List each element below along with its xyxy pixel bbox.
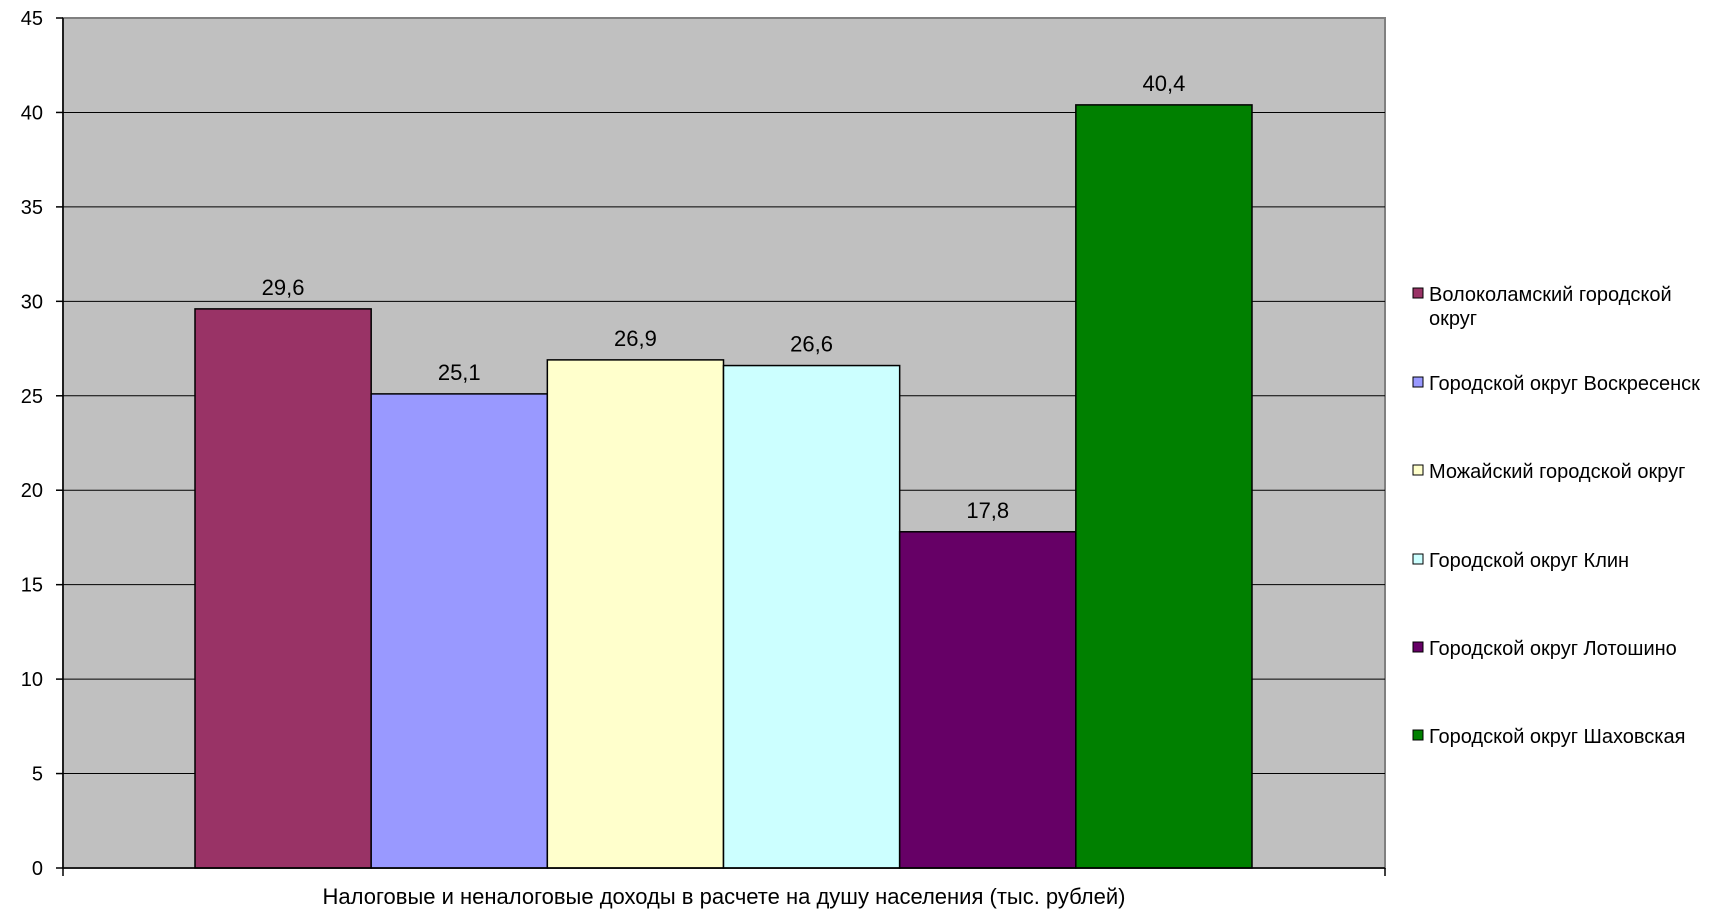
legend-swatch-2	[1412, 376, 1424, 388]
y-tick-label: 15	[21, 575, 43, 597]
legend-swatch-4	[1412, 553, 1424, 565]
legend-label-4: Городской округ Клин	[1429, 550, 1629, 572]
data-label-1: 29,6	[262, 275, 305, 300]
legend: Волоколамский городской округ Городской ок…	[1412, 284, 1700, 748]
y-tick-label: 20	[21, 480, 43, 502]
data-label-4: 26,6	[790, 332, 833, 357]
legend-swatch-3	[1412, 464, 1424, 476]
bar-6	[1075, 104, 1253, 869]
data-label-3: 26,9	[614, 326, 657, 351]
data-label-6: 40,4	[1143, 71, 1186, 96]
data-label-2: 25,1	[438, 360, 481, 385]
bars	[194, 104, 1253, 869]
bar-4	[722, 364, 901, 869]
legend-swatch-1	[1412, 287, 1424, 299]
x-axis-title: Налоговые и неналоговые доходы в расчете…	[323, 884, 1126, 909]
y-tick-label: 10	[21, 669, 43, 691]
y-tick-label: 5	[32, 764, 43, 786]
bar-5	[898, 531, 1077, 869]
legend-swatch-5	[1412, 641, 1424, 653]
y-tick-label: 30	[21, 291, 43, 313]
bar-3	[546, 359, 725, 869]
legend-label-3: Можайский городской округ	[1429, 461, 1685, 483]
bar-1	[194, 308, 372, 869]
y-tick-label: 40	[21, 102, 43, 124]
y-tick-label: 0	[32, 858, 43, 880]
legend-label-6: Городской округ Шаховская	[1429, 726, 1685, 748]
legend-label-1: Волоколамский городской округ	[1429, 284, 1672, 330]
y-tick-label: 35	[21, 197, 43, 219]
y-tick-label: 25	[21, 386, 43, 408]
bar-2	[370, 393, 549, 869]
legend-swatch-6	[1412, 729, 1424, 741]
data-labels: 29,6 25,1 26,9 26,6 17,8 40,4	[262, 71, 1186, 523]
y-axis-tick-labels: 0 5 10 15 20 25 30 35 40 45	[21, 8, 63, 880]
legend-label-2: Городской округ Воскресенск	[1429, 373, 1700, 395]
data-label-5: 17,8	[966, 498, 1009, 523]
y-tick-label: 45	[21, 8, 43, 30]
legend-label-5: Городской округ Лотошино	[1429, 638, 1677, 660]
